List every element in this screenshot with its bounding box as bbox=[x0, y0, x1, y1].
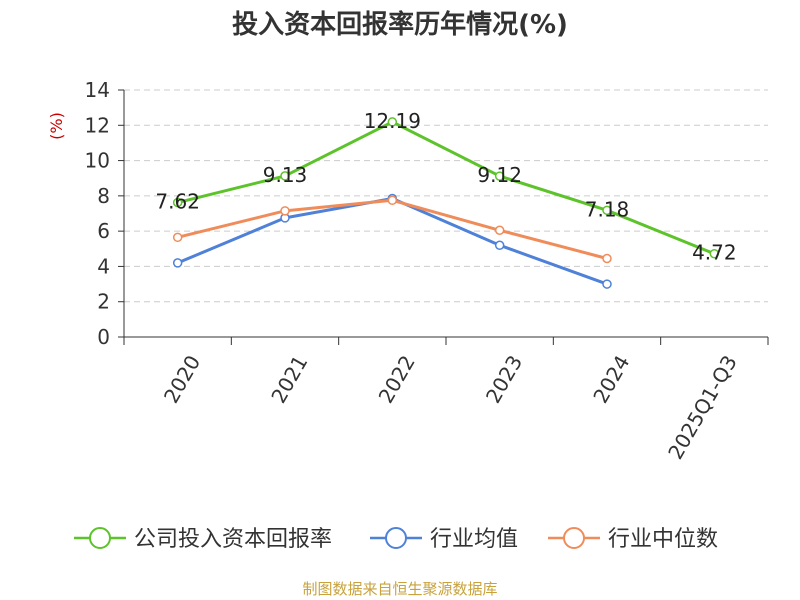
legend-item-2[interactable]: 行业中位数 bbox=[548, 527, 718, 552]
y-tick-label: 8 bbox=[97, 184, 110, 208]
legend-marker bbox=[385, 527, 407, 549]
x-tick-label: 2020 bbox=[159, 351, 205, 407]
data-point bbox=[172, 258, 183, 268]
data-label: 9.13 bbox=[263, 163, 308, 187]
data-label: 7.18 bbox=[585, 197, 630, 221]
data-point bbox=[602, 253, 612, 264]
y-tick-label: 4 bbox=[97, 254, 110, 278]
x-tick-label: 2025Q1-Q3 bbox=[663, 351, 742, 463]
legend-label: 行业中位数 bbox=[608, 527, 718, 552]
x-tick-label: 2023 bbox=[481, 351, 527, 407]
data-point bbox=[280, 206, 290, 216]
legend-marker bbox=[563, 527, 585, 549]
legend-marker bbox=[89, 527, 111, 549]
y-axis-unit-label: (%) bbox=[47, 112, 66, 140]
data-point bbox=[494, 240, 505, 251]
data-point bbox=[172, 197, 183, 208]
series-line-0 bbox=[177, 120, 715, 256]
series-lines bbox=[172, 117, 720, 289]
data-label: 9.12 bbox=[477, 163, 522, 187]
x-tick-label: 2024 bbox=[588, 351, 634, 407]
data-point bbox=[387, 117, 398, 127]
legend-item-1[interactable]: 行业均值 bbox=[370, 527, 518, 552]
grid-lines bbox=[124, 89, 768, 303]
legend-label: 行业均值 bbox=[430, 527, 518, 552]
data-label: 7.62 bbox=[155, 190, 200, 214]
series-line-2 bbox=[177, 198, 608, 260]
legend-item-0[interactable]: 公司投入资本回报率 bbox=[74, 527, 332, 552]
data-point bbox=[172, 232, 183, 243]
data-point bbox=[387, 195, 398, 206]
legend-label: 公司投入资本回报率 bbox=[134, 527, 332, 552]
x-tick-label: 2021 bbox=[266, 351, 312, 407]
legend[interactable]: 公司投入资本回报率 行业均值 行业中位数 bbox=[74, 527, 718, 552]
axes: 0 2 4 6 8 10 12 14 2020 2021 2022 2023 2024 2025Q1-Q3… bbox=[47, 78, 769, 463]
data-label: 12.19 bbox=[364, 109, 421, 133]
data-point bbox=[494, 171, 505, 181]
source-note: 制图数据来自恒生聚源数据库 bbox=[302, 580, 498, 598]
data-point bbox=[709, 248, 720, 259]
data-point bbox=[602, 279, 612, 289]
data-label: 4.72 bbox=[692, 241, 737, 265]
data-point bbox=[280, 171, 290, 181]
y-tick-label: 10 bbox=[85, 149, 110, 173]
data-point bbox=[602, 205, 612, 216]
y-tick-label: 12 bbox=[85, 113, 110, 137]
y-tick-label: 2 bbox=[97, 290, 110, 314]
data-labels: 7.62 9.13 12.19 9.12 7.18 4.72 bbox=[155, 109, 736, 265]
x-tick-label: 2022 bbox=[374, 351, 420, 407]
y-tick-label: 6 bbox=[97, 219, 110, 243]
y-tick-label: 0 bbox=[97, 325, 110, 349]
data-point bbox=[494, 225, 505, 236]
y-tick-label: 14 bbox=[85, 78, 110, 102]
chart-title: 投入资本回报率历年情况(%) bbox=[232, 10, 568, 40]
